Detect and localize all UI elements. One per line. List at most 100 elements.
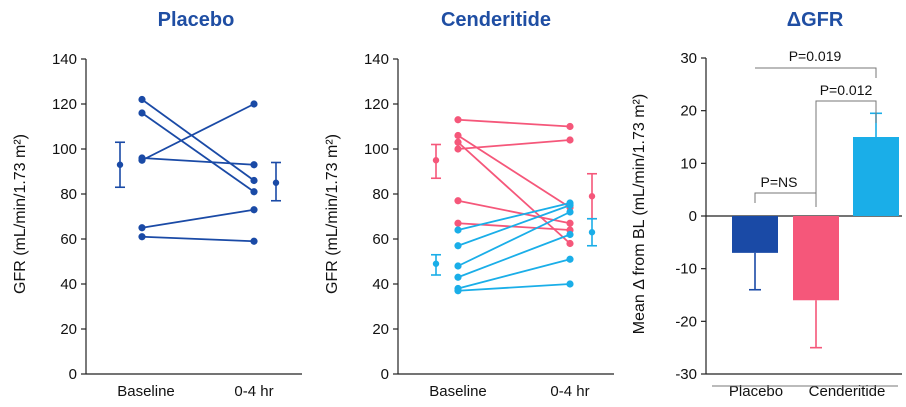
- bar: [732, 216, 778, 253]
- mean-point: [432, 260, 440, 267]
- data-point: [454, 226, 462, 234]
- data-point: [250, 188, 258, 196]
- data-point: [454, 197, 462, 205]
- y-tick-label: 100: [364, 141, 389, 158]
- y-tick-label: 20: [372, 321, 389, 338]
- y-ticks-cenderitide: 0 20 40 60 80 100 120 140: [364, 51, 614, 383]
- x-tick-label-cenderitide: Cenderitide: [809, 383, 886, 400]
- mean-point: [588, 193, 596, 200]
- panel-delta-gfr: ΔGFR Mean Δ from BL (mL/min/1.73 m²) Pla…: [631, 9, 902, 400]
- marks-cenderitide: [431, 116, 597, 295]
- marks-placebo: [115, 95, 281, 245]
- data-point: [454, 131, 462, 140]
- mean-point: [272, 179, 280, 186]
- series-line: [457, 204, 571, 247]
- y-tick-label: 30: [680, 50, 697, 67]
- y-tick-label: 80: [60, 186, 77, 203]
- y-tick-label: 10: [680, 155, 697, 172]
- data-point: [454, 138, 462, 146]
- y-tick-label: 40: [372, 276, 389, 293]
- annotation-p-0019: P=0.019: [789, 48, 842, 64]
- series-line: [457, 211, 571, 267]
- x-tick-label-baseline: Baseline: [429, 383, 487, 400]
- data-point: [250, 206, 258, 214]
- annotation-p-0012: P=0.012: [820, 82, 873, 98]
- mean-point: [432, 157, 440, 164]
- x-tick-label-0-4hr: 0-4 hr: [550, 383, 589, 400]
- data-point: [454, 262, 462, 270]
- data-point: [566, 208, 574, 216]
- panel-placebo: Placebo GFR (mL/min/1.73 m²) Baseline 0-…: [12, 9, 302, 400]
- series-line: [457, 134, 571, 209]
- x-tick-label-0-4hr: 0-4 hr: [234, 383, 273, 400]
- panel-title-cenderitide: Cenderitide: [441, 9, 551, 31]
- series-line: [457, 141, 571, 245]
- data-point: [138, 224, 146, 232]
- y-axis-label-cenderitide: GFR (mL/min/1.73 m²): [324, 134, 341, 294]
- data-point: [566, 122, 574, 131]
- bar: [853, 137, 899, 216]
- data-point: [454, 145, 462, 153]
- y-axis-label-delta: Mean Δ from BL (mL/min/1.73 m²): [631, 94, 648, 334]
- series-line: [457, 258, 571, 290]
- y-tick-label: -10: [675, 261, 697, 278]
- data-point: [454, 287, 462, 295]
- series-line: [457, 233, 571, 279]
- y-tick-label: 120: [52, 96, 77, 113]
- y-ticks-placebo: 0 20 40 60 80 100 120 140: [52, 51, 302, 383]
- y-tick-label: -20: [675, 313, 697, 330]
- data-point: [454, 273, 462, 281]
- mean-point: [116, 161, 124, 168]
- x-tick-label-baseline: Baseline: [117, 383, 175, 400]
- data-point: [250, 176, 258, 185]
- data-point: [566, 255, 574, 263]
- significance-bracket: [754, 192, 817, 203]
- bar: [793, 216, 839, 301]
- annotation-p-ns: P=NS: [761, 174, 798, 190]
- y-axis-label-placebo: GFR (mL/min/1.73 m²): [12, 134, 29, 294]
- y-tick-label: 140: [364, 51, 389, 68]
- y-tick-label: 100: [52, 141, 77, 158]
- y-tick-label: 20: [680, 103, 697, 120]
- series-line: [141, 235, 255, 243]
- y-tick-label: 0: [381, 366, 389, 383]
- x-tick-label-placebo: Placebo: [729, 383, 783, 400]
- data-point: [566, 280, 574, 288]
- data-point: [250, 237, 258, 245]
- significance-bracket: [755, 67, 877, 78]
- series-line: [457, 222, 571, 231]
- y-tick-label: 0: [69, 366, 77, 383]
- series-line: [141, 98, 255, 182]
- significance-bracket: [815, 100, 877, 207]
- y-tick-label: 60: [372, 231, 389, 248]
- series-line: [141, 103, 255, 162]
- data-point: [566, 239, 574, 248]
- y-tick-label: 80: [372, 186, 389, 203]
- series-line: [141, 208, 255, 229]
- series-line: [457, 283, 571, 292]
- series-line: [141, 112, 255, 193]
- y-tick-label: 60: [60, 231, 77, 248]
- y-tick-label: -30: [675, 366, 697, 383]
- marks-delta: [706, 67, 902, 387]
- panel-title-delta-gfr: ΔGFR: [787, 9, 844, 31]
- y-tick-label: 40: [60, 276, 77, 293]
- data-point: [454, 242, 462, 250]
- data-point: [566, 201, 574, 209]
- data-point: [566, 219, 574, 227]
- y-tick-label: 20: [60, 321, 77, 338]
- panel-title-placebo: Placebo: [158, 9, 235, 31]
- data-point: [138, 95, 146, 104]
- y-tick-label: 140: [52, 51, 77, 68]
- data-point: [138, 233, 146, 241]
- series-line: [141, 157, 255, 166]
- panel-cenderitide: Cenderitide GFR (mL/min/1.73 m²) Baselin…: [324, 9, 614, 400]
- data-point: [454, 219, 462, 227]
- data-point: [138, 156, 146, 164]
- series-line: [457, 202, 571, 231]
- data-point: [454, 116, 462, 124]
- mean-point: [588, 229, 596, 236]
- y-tick-label: 0: [689, 208, 697, 225]
- data-point: [138, 109, 146, 117]
